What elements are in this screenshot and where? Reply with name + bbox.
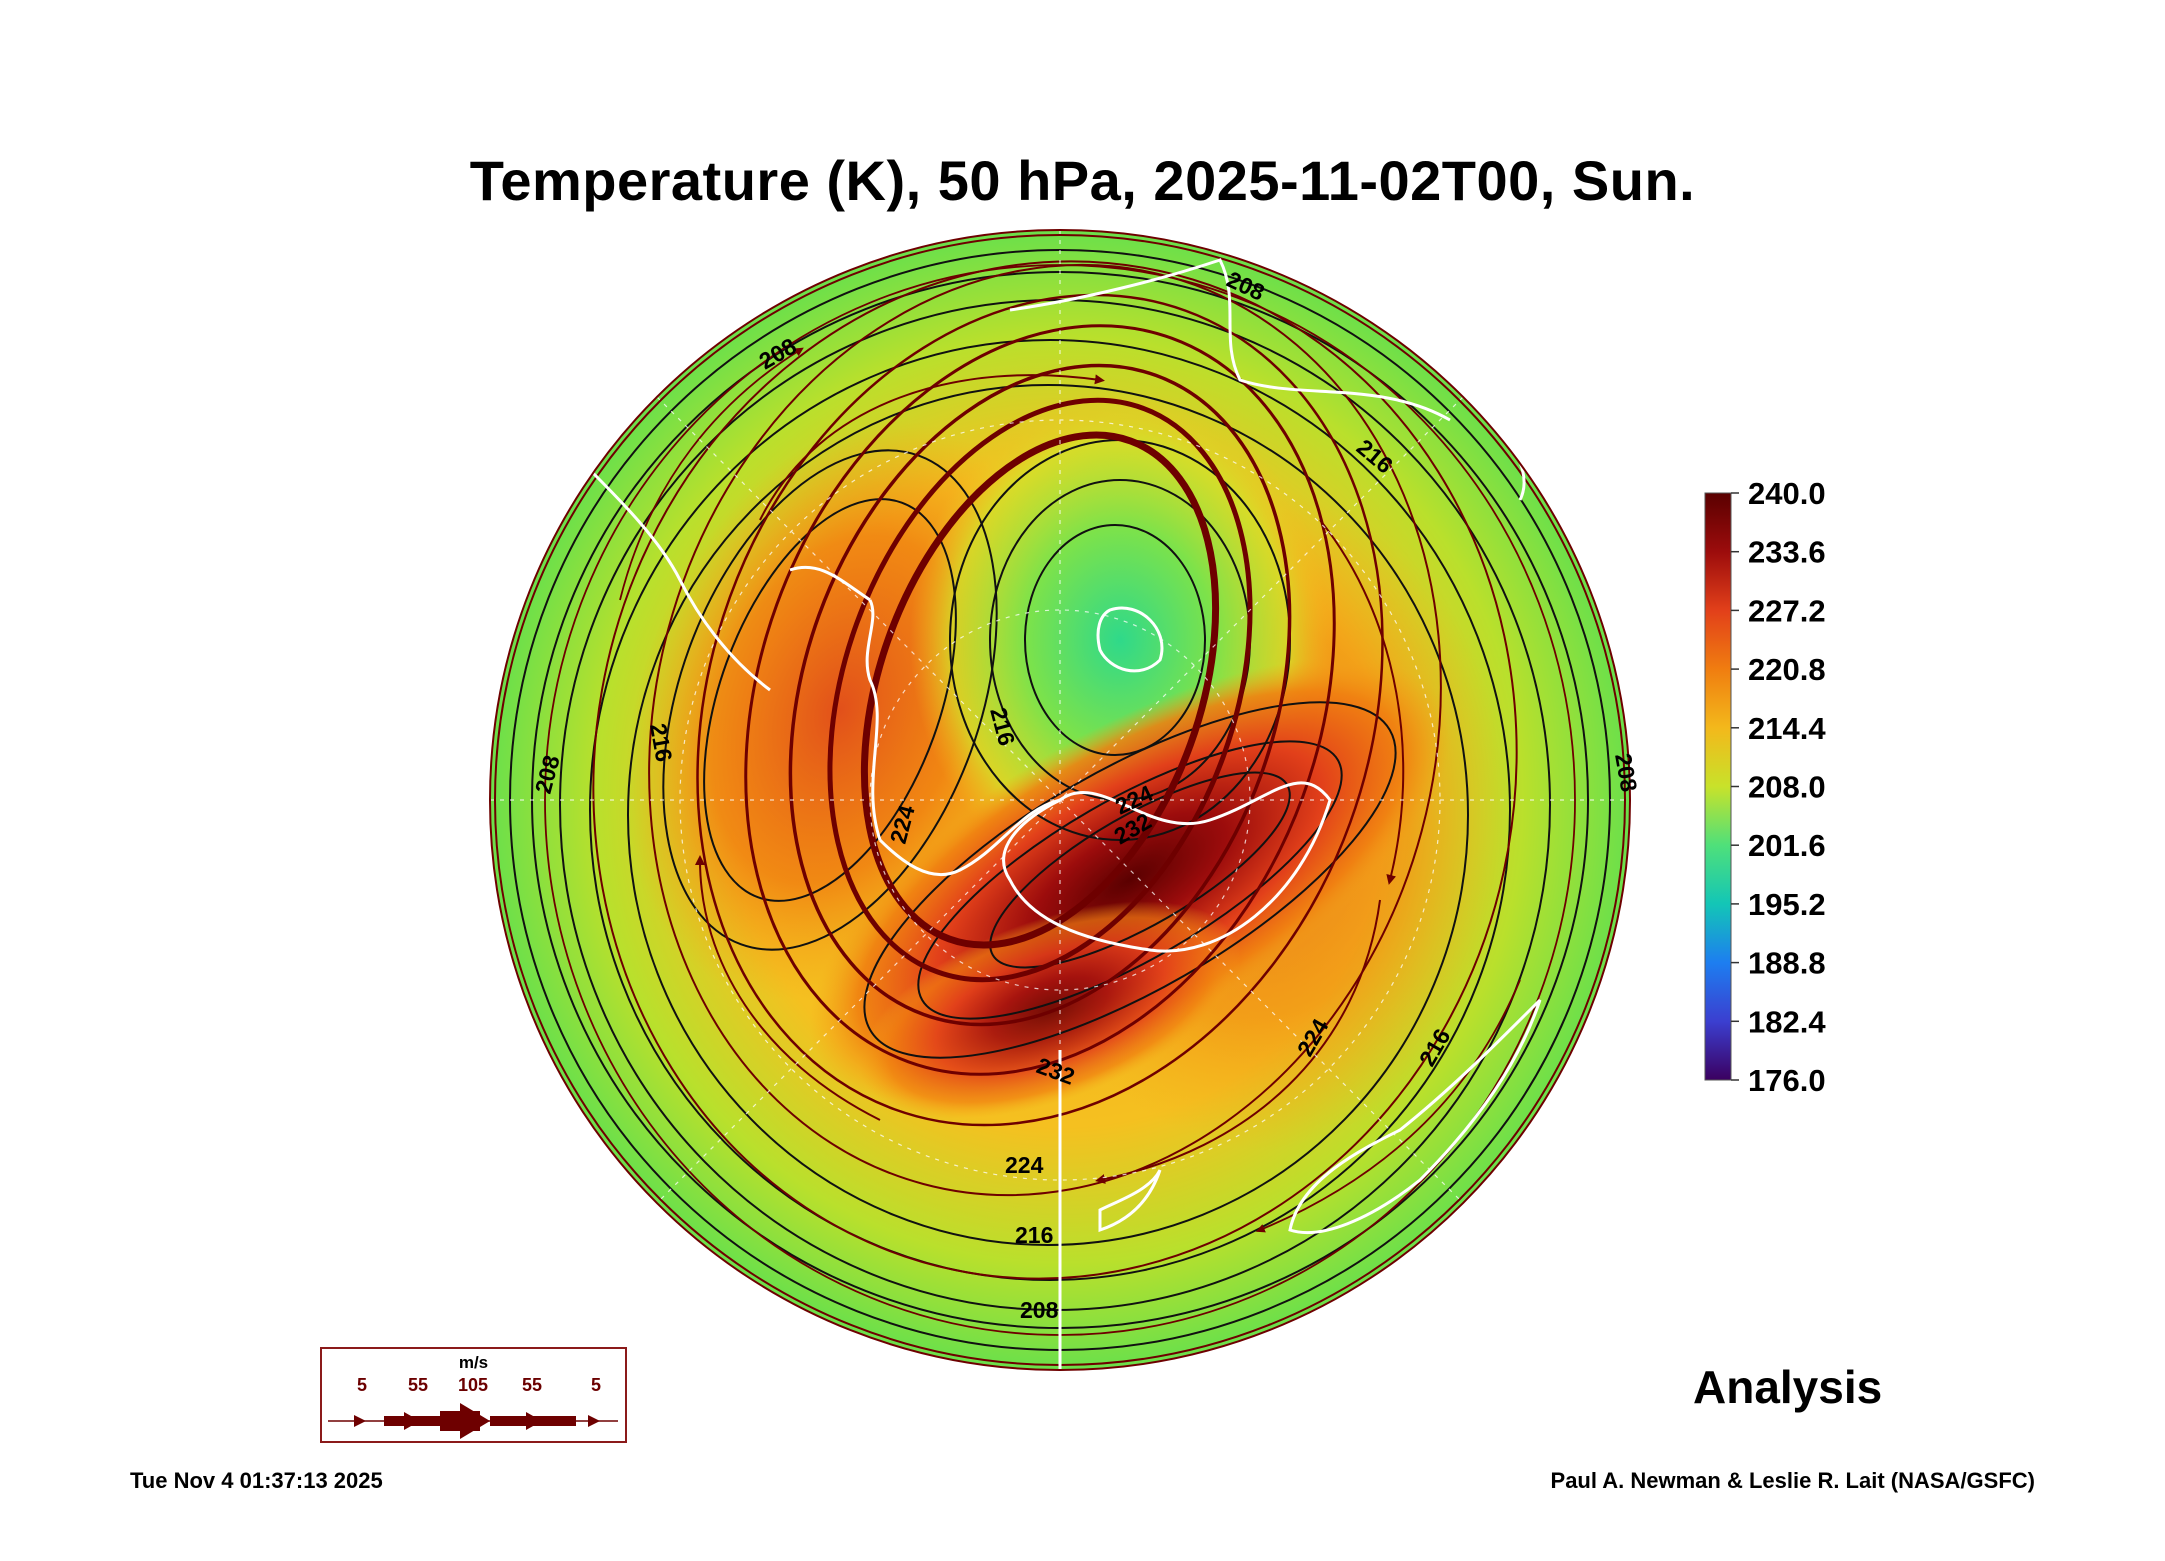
temperature-field xyxy=(490,230,1630,1370)
wind-legend-unit: m/s xyxy=(458,1353,489,1372)
map-outline xyxy=(489,229,1631,1371)
wind-speed-legend: m/s 5 55 105 55 5 xyxy=(320,1347,627,1443)
chart-title: Temperature (K), 50 hPa, 2025-11-02T00, … xyxy=(469,149,1696,212)
colorbar-tick-label: 182.4 xyxy=(1748,1004,1826,1039)
colorbar-tick-label: 195.2 xyxy=(1748,887,1826,922)
colorbar-tick-label: 208.0 xyxy=(1748,770,1826,805)
colorbar-tick-label: 176.0 xyxy=(1748,1063,1826,1098)
credit: Paul A. Newman & Leslie R. Lait (NASA/GS… xyxy=(1550,1468,2035,1493)
colorbar-tick-label: 188.8 xyxy=(1748,946,1826,981)
wind-legend-value: 105 xyxy=(457,1375,489,1395)
timestamp: Tue Nov 4 01:37:13 2025 xyxy=(130,1468,383,1493)
colorbar-tick-label: 227.2 xyxy=(1748,593,1826,628)
coastlines xyxy=(588,258,1542,1370)
contour-label: 224 xyxy=(1005,1152,1044,1178)
colorbar-tick-label: 220.8 xyxy=(1748,652,1826,687)
colorbar-gradient xyxy=(1704,492,1732,1081)
contour-label: 208 xyxy=(1020,1297,1059,1323)
wind-legend-value: 55 xyxy=(407,1375,429,1395)
colorbar-tick-label: 201.6 xyxy=(1748,828,1826,863)
wind-legend-arrows xyxy=(328,1403,618,1439)
colorbar-tick-label: 214.4 xyxy=(1748,711,1826,746)
wind-legend-value: 5 xyxy=(590,1375,602,1395)
wind-streamlines xyxy=(494,234,1626,1366)
analysis-label: Analysis xyxy=(1693,1361,1883,1413)
contour-label: 216 xyxy=(1015,1222,1053,1248)
wind-legend-value: 5 xyxy=(356,1375,368,1395)
colorbar-labels: 240.0 233.6 227.2 220.8 214.4 208.0 201.6 195.2… xyxy=(1731,476,1826,1098)
wind-legend-value: 55 xyxy=(521,1375,543,1395)
colorbar-tick-label: 240.0 xyxy=(1748,476,1826,511)
colorbar: 240.0 233.6 227.2 220.8 214.4 208.0 201.6 195.2… xyxy=(1704,476,1826,1098)
colorbar-tick-label: 233.6 xyxy=(1748,535,1826,570)
